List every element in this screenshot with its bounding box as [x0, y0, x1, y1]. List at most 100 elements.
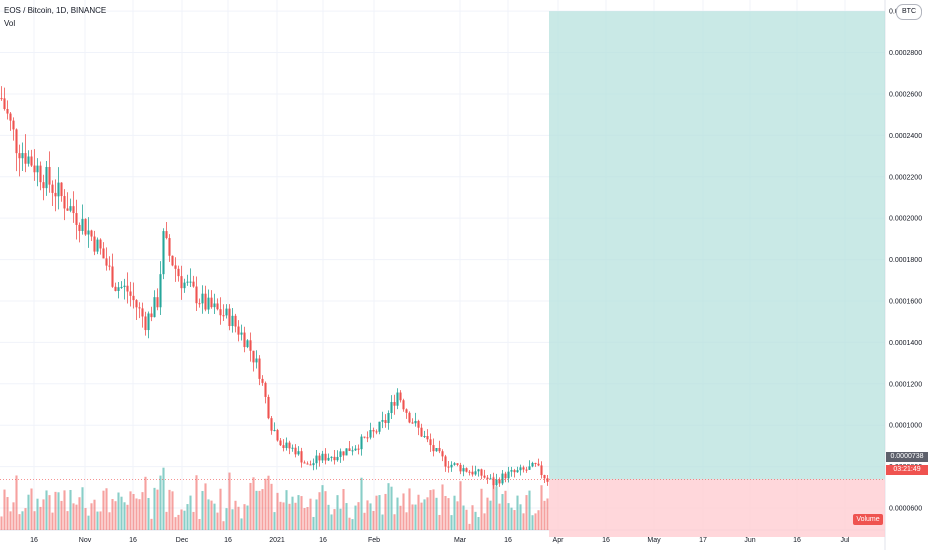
volume-bar — [495, 486, 498, 530]
volume-bar — [114, 501, 117, 530]
x-tick-label: 16 — [129, 537, 137, 544]
x-tick-label: 2021 — [269, 537, 285, 544]
volume-bar — [402, 493, 405, 530]
volume-bar — [267, 475, 270, 530]
candle-body — [111, 266, 114, 287]
candle-body — [405, 409, 408, 413]
candle-body — [339, 451, 342, 457]
volume-bar — [276, 492, 279, 530]
volume-bar — [279, 501, 282, 530]
candle-body — [444, 456, 447, 467]
volume-bar — [534, 513, 537, 530]
volume-bar — [411, 504, 414, 530]
volume-bar — [420, 502, 423, 530]
volume-bar — [486, 497, 489, 530]
candle-body — [462, 468, 465, 472]
volume-bar — [231, 509, 234, 530]
volume-bar — [384, 493, 387, 530]
candle-body — [75, 213, 78, 225]
volume-bar — [423, 499, 426, 530]
candle-body — [60, 182, 63, 197]
candle-body — [87, 230, 90, 235]
candle-body — [306, 463, 309, 465]
volume-bar — [153, 487, 156, 530]
candle-body — [189, 281, 192, 283]
candle-body — [180, 276, 183, 289]
candle-body — [507, 471, 510, 479]
volume-bar — [207, 499, 210, 530]
candle-body — [312, 463, 315, 466]
volume-bar — [444, 495, 447, 530]
symbol-title[interactable]: EOS / Bitcoin, 1D, BINANCE — [4, 6, 107, 15]
last-price-tag: 0.0000738 — [886, 452, 928, 462]
volume-bar — [18, 514, 21, 530]
volume-bar — [30, 488, 33, 530]
x-tick-label: Apr — [553, 537, 565, 544]
candle-body — [3, 98, 6, 109]
volume-bar — [69, 489, 72, 530]
candle-body — [150, 313, 153, 318]
volume-bar — [246, 505, 249, 530]
candle-body — [516, 470, 519, 473]
candle-body — [225, 308, 228, 316]
candle-body — [513, 470, 516, 473]
volume-bar — [306, 507, 309, 530]
volume-bar — [84, 507, 87, 530]
candle-body — [30, 156, 33, 166]
candle-body — [375, 431, 378, 433]
volume-bar — [351, 519, 354, 530]
candle-body — [105, 258, 108, 266]
volume-bar — [333, 509, 336, 530]
candle-body — [153, 297, 156, 318]
volume-bar — [372, 510, 375, 530]
volume-bar — [180, 509, 183, 530]
volume-indicator-label[interactable]: Vol — [4, 19, 16, 28]
volume-bar — [159, 475, 162, 530]
volume-bar — [90, 503, 93, 530]
candle-body — [429, 439, 432, 446]
volume-bar — [327, 504, 330, 530]
volume-bar — [441, 484, 444, 530]
volume-bar — [459, 481, 462, 530]
candle-body — [303, 462, 306, 464]
candle-body — [390, 402, 393, 414]
candle-body — [249, 340, 252, 351]
candle-body — [384, 420, 387, 424]
candle-body — [366, 437, 369, 439]
candle-body — [468, 471, 471, 473]
candle-body — [486, 477, 489, 479]
candle-body — [252, 350, 255, 363]
volume-bar — [447, 498, 450, 530]
x-tick-label: Nov — [79, 537, 92, 544]
bar-countdown-tag: 03:21:49 — [886, 465, 928, 475]
volume-bar — [171, 491, 174, 530]
volume-bar — [513, 510, 516, 530]
candle-body — [531, 462, 534, 467]
volume-bar — [378, 495, 381, 530]
volume-bar — [42, 499, 45, 530]
candle-body — [282, 445, 285, 449]
candle-body — [27, 156, 30, 164]
candle-body — [6, 108, 9, 114]
candle-body — [435, 448, 438, 452]
candle-body — [270, 418, 273, 431]
candle-body — [90, 230, 93, 237]
candle-body — [372, 430, 375, 432]
volume-bar — [414, 504, 417, 530]
x-tick-label: Mar — [454, 537, 467, 544]
candle-body — [135, 300, 138, 308]
currency-unit-button[interactable]: BTC — [896, 4, 922, 20]
candle-body — [192, 281, 195, 287]
candle-body — [102, 248, 105, 259]
volume-bar — [405, 512, 408, 530]
candle-body — [177, 268, 180, 277]
candle-body — [480, 469, 483, 476]
volume-bar — [315, 499, 318, 530]
volume-bar — [489, 500, 492, 530]
volume-bar — [3, 489, 6, 530]
candle-body — [165, 231, 168, 239]
volume-bar — [96, 511, 99, 530]
candle-body — [498, 479, 501, 484]
